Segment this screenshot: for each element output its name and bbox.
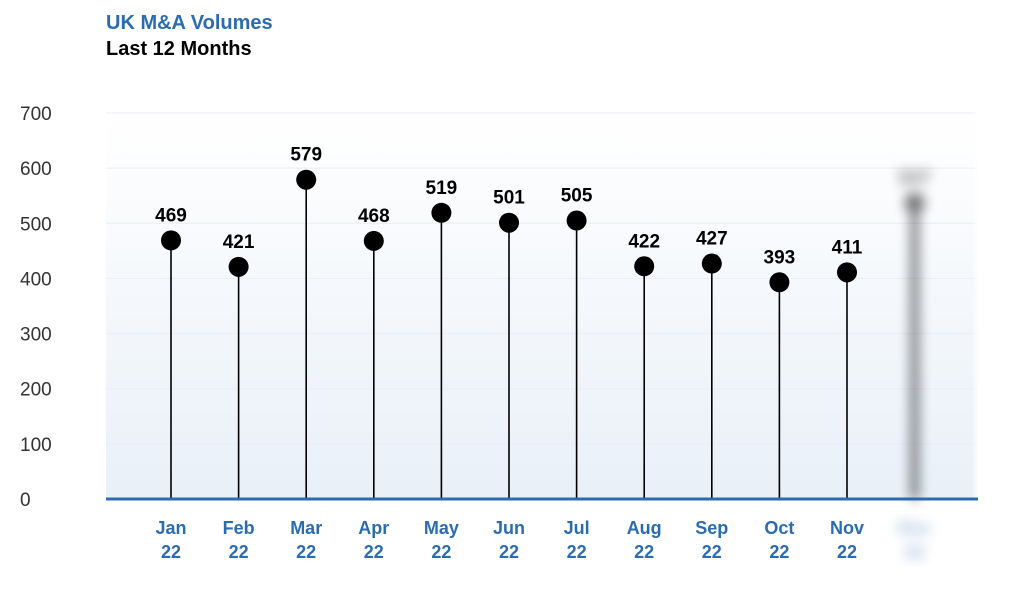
lollipop-point: 411 xyxy=(832,237,863,499)
lollipop-marker xyxy=(499,212,519,233)
lollipop-marker xyxy=(431,202,452,223)
chart-subtitle: Last 12 Months xyxy=(106,38,252,60)
data-label: 393 xyxy=(764,247,796,268)
data-label: 422 xyxy=(628,231,660,252)
data-label: 468 xyxy=(358,206,390,227)
y-tick-label: 0 xyxy=(20,490,31,511)
lollipop-marker xyxy=(363,230,384,251)
lollipop-marker xyxy=(296,169,317,190)
lollipop-point: 422 xyxy=(628,231,660,499)
data-label: 421 xyxy=(223,232,255,253)
y-tick-label: 500 xyxy=(20,214,52,235)
x-tick-label: May 22 xyxy=(424,518,459,562)
lollipop-point: 537 xyxy=(899,168,931,499)
data-label: 411 xyxy=(832,237,863,258)
lollipop-marker xyxy=(904,192,925,213)
data-label: 519 xyxy=(426,178,458,199)
edge-fade xyxy=(975,100,1012,580)
data-label: 501 xyxy=(493,188,525,209)
lollipop-point: 427 xyxy=(696,229,728,499)
chart-title: UK M&A Volumes xyxy=(106,12,273,34)
x-tick-label: Nov 22 xyxy=(830,518,864,562)
lollipop-point: 505 xyxy=(561,186,593,499)
lollipop-point: 421 xyxy=(223,232,255,499)
y-tick-label: 100 xyxy=(20,435,52,456)
lollipop-marker xyxy=(228,256,249,277)
y-tick-label: 400 xyxy=(20,269,52,290)
x-tick-label: Oct 22 xyxy=(764,518,794,562)
lollipop-marker xyxy=(161,230,181,251)
plot-background xyxy=(106,113,978,499)
lollipop-point: 393 xyxy=(764,247,796,499)
data-label: 469 xyxy=(155,205,187,226)
data-label: 537 xyxy=(899,168,931,189)
data-label: 427 xyxy=(696,229,728,250)
lollipop-point: 579 xyxy=(290,145,322,499)
x-tick-label: Aug 22 xyxy=(627,518,662,562)
x-tick-label: Jul 22 xyxy=(564,518,590,562)
y-tick-label: 200 xyxy=(20,380,52,401)
data-label: 505 xyxy=(561,186,593,207)
x-tick-label: Sep 22 xyxy=(695,518,728,562)
x-tick-label: Apr 22 xyxy=(358,518,389,562)
lollipop-point: 469 xyxy=(155,205,187,499)
lollipop-marker xyxy=(837,262,857,283)
x-tick-label: Feb 22 xyxy=(223,518,255,562)
lollipop-marker xyxy=(634,256,655,277)
y-tick-label: 300 xyxy=(20,325,52,346)
x-tick-label: Jan 22 xyxy=(155,518,186,562)
x-tick-label: Jun 22 xyxy=(493,518,525,562)
data-label: 579 xyxy=(290,145,322,166)
y-tick-label: 600 xyxy=(20,159,52,180)
x-tick-label: Mar 22 xyxy=(290,518,322,562)
lollipop-point: 468 xyxy=(358,206,390,499)
y-tick-label: 700 xyxy=(20,104,52,125)
lollipop-point: 519 xyxy=(426,178,458,499)
lollipop-marker xyxy=(566,210,587,231)
lollipop-marker xyxy=(701,253,722,274)
x-tick-label: Dec 22 xyxy=(898,518,931,562)
lollipop-marker xyxy=(769,272,790,293)
lollipop-point: 501 xyxy=(493,188,525,499)
